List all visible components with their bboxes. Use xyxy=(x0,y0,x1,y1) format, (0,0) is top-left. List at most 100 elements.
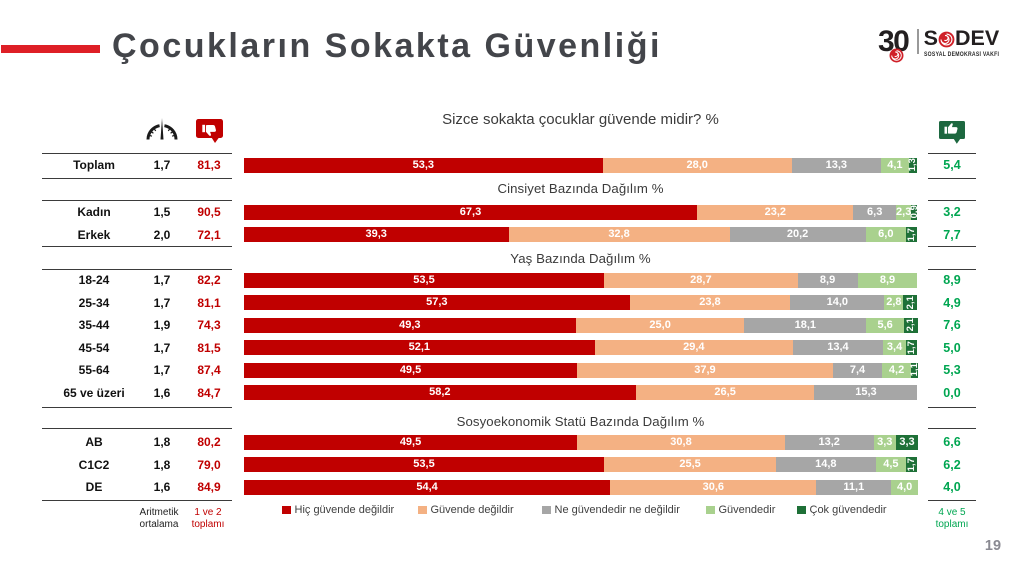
bar-segment-value: 15,3 xyxy=(855,386,877,399)
row-mean-value: 1,7 xyxy=(153,273,171,288)
bar-segment-value: 30,6 xyxy=(702,480,725,493)
row-label: 55-64 xyxy=(78,363,110,378)
bar-segment: 23,8 xyxy=(629,295,791,311)
bar-segment-value: 57,3 xyxy=(426,296,448,309)
logo-divider xyxy=(917,29,919,54)
bar-segment: 53,5 xyxy=(243,272,605,288)
bar-segment: 3,3 xyxy=(873,434,896,450)
bar-segment-value: 54,4 xyxy=(416,480,438,493)
bar-segment-value: 1,1 xyxy=(908,363,920,377)
table-separator-line xyxy=(42,199,232,201)
logo-name-prefix: S xyxy=(923,26,939,50)
bar-segment-value: 18,1 xyxy=(794,318,817,331)
legend-swatch xyxy=(797,505,806,515)
row-negative-total: 87,4 xyxy=(197,363,221,378)
bar-segment: 3,3 xyxy=(895,434,919,450)
legend-item: Çok güvendedir xyxy=(797,504,887,516)
legend-label: Çok güvendedir xyxy=(809,504,887,516)
bar-segment-value: 58,2 xyxy=(429,386,451,399)
row-mean-value: 2,0 xyxy=(153,227,171,242)
logo-text-block: S DEV SOSYAL DEMOKRASİ VAKFI xyxy=(923,26,1013,57)
row-positive-total: 0,0 xyxy=(943,385,961,400)
row-negative-total: 82,2 xyxy=(197,273,221,288)
table-separator-line xyxy=(42,246,232,247)
bar-segment: 8,9 xyxy=(857,272,918,288)
row-label: 25-34 xyxy=(78,295,110,310)
bar-segment-value: 7,4 xyxy=(849,363,866,376)
bar-segment-value: 1,3 xyxy=(907,158,919,172)
positive-total-footer: 4 ve 5 toplamı xyxy=(935,507,969,530)
row-label: 35-44 xyxy=(78,318,110,333)
stacked-bar: 53,5 25,5 14,8 4,5 1,7 xyxy=(243,457,918,473)
gauge-icon xyxy=(145,117,179,141)
row-label: 18-24 xyxy=(78,273,110,288)
rose-icon xyxy=(938,31,955,48)
bar-segment-value: 23,8 xyxy=(699,296,721,309)
row-negative-total: 79,0 xyxy=(197,457,221,472)
bar-segment: 26,5 xyxy=(635,385,815,401)
negative-total-footer: 1 ve 2 toplamı xyxy=(191,507,225,530)
row-negative-total: 84,9 xyxy=(197,480,221,495)
bar-segment-value: 23,2 xyxy=(764,205,787,218)
bar-segment: 49,3 xyxy=(243,317,576,333)
row-label: 65 ve üzeri xyxy=(63,385,125,400)
stacked-bar: 52,1 29,4 13,4 3,4 1,7 xyxy=(243,340,918,356)
bar-segment-value: 25,0 xyxy=(649,318,671,331)
row-positive-total: 8,9 xyxy=(943,273,961,288)
bar-segment: 39,3 xyxy=(243,227,509,243)
bar-segment: 67,3 xyxy=(243,204,698,220)
table-separator-line xyxy=(42,500,232,501)
row-positive-total: 7,6 xyxy=(943,318,961,333)
table-separator-line xyxy=(42,153,232,154)
bar-segment-value: 4,1 xyxy=(887,158,903,171)
thumbs-up-icon xyxy=(939,121,965,144)
bar-segment: 49,5 xyxy=(243,434,578,450)
section-header: Cinsiyet Bazında Dağılım % xyxy=(497,180,664,196)
bar-segment-value: 4,0 xyxy=(897,480,913,493)
bar-segment: 4,0 xyxy=(891,479,919,495)
bar-segment: 53,3 xyxy=(243,157,603,173)
bar-segment: 7,4 xyxy=(832,362,883,378)
legend-item: Güvendedir xyxy=(706,504,775,516)
bar-segment-value: 2,8 xyxy=(886,296,902,309)
row-mean-value: 1,7 xyxy=(153,295,171,310)
bar-segment-value: 25,5 xyxy=(679,458,701,471)
row-label: 45-54 xyxy=(78,340,110,355)
bar-segment-value: 49,3 xyxy=(399,318,421,331)
row-mean-value: 1,9 xyxy=(153,318,171,333)
row-mean-value: 1,5 xyxy=(153,205,171,220)
bar-segment: 4,5 xyxy=(875,457,907,473)
legend-item: Hiç güvende değildir xyxy=(282,504,394,516)
legend-label: Ne güvendedir ne değildir xyxy=(554,504,680,516)
bar-segment: 37,9 xyxy=(577,362,833,378)
bar-segment: 3,4 xyxy=(883,340,906,356)
bar-segment-value: 6,3 xyxy=(867,205,883,218)
row-positive-total: 5,3 xyxy=(943,363,961,378)
bar-segment: 1,1 xyxy=(908,362,920,378)
total-separator-line xyxy=(928,407,976,408)
legend-swatch xyxy=(706,505,715,515)
bar-segment-value: 2,3 xyxy=(896,205,912,218)
bar-segment: 30,6 xyxy=(610,479,817,495)
bar-segment-value: 39,3 xyxy=(365,228,387,241)
stacked-bar: 49,5 30,8 13,2 3,3 3,3 xyxy=(243,434,919,450)
bar-segment-value: 37,9 xyxy=(694,363,716,376)
legend-swatch xyxy=(542,505,551,515)
section-header: Yaş Bazında Dağılım % xyxy=(510,251,651,266)
bar-segment: 25,5 xyxy=(604,457,776,473)
bar-segment-value: 2,1 xyxy=(904,295,916,310)
stacked-bar: 39,3 32,8 20,2 6,0 1,7 xyxy=(243,227,918,243)
row-positive-total: 7,7 xyxy=(943,227,961,242)
row-negative-total: 81,3 xyxy=(197,158,221,173)
row-negative-total: 90,5 xyxy=(197,205,221,220)
row-positive-total: 5,4 xyxy=(943,158,961,173)
bar-segment-value: 13,3 xyxy=(825,158,847,171)
row-label: C1C2 xyxy=(78,457,110,472)
bar-segment: 1,7 xyxy=(906,457,918,473)
bar-segment: 28,7 xyxy=(604,272,798,288)
bar-segment: 2,1 xyxy=(904,317,919,333)
bar-segment-value: 26,5 xyxy=(714,386,736,399)
bar-segment-value: 8,9 xyxy=(879,273,896,286)
bar-segment: 4,2 xyxy=(882,362,911,378)
